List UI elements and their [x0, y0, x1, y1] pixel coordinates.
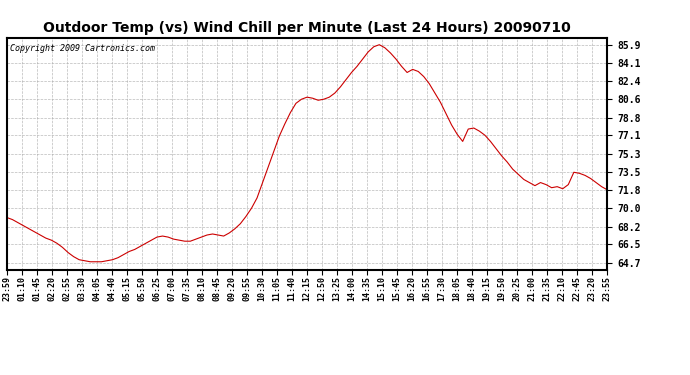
Title: Outdoor Temp (vs) Wind Chill per Minute (Last 24 Hours) 20090710: Outdoor Temp (vs) Wind Chill per Minute … — [43, 21, 571, 35]
Text: Copyright 2009 Cartronics.com: Copyright 2009 Cartronics.com — [10, 45, 155, 54]
